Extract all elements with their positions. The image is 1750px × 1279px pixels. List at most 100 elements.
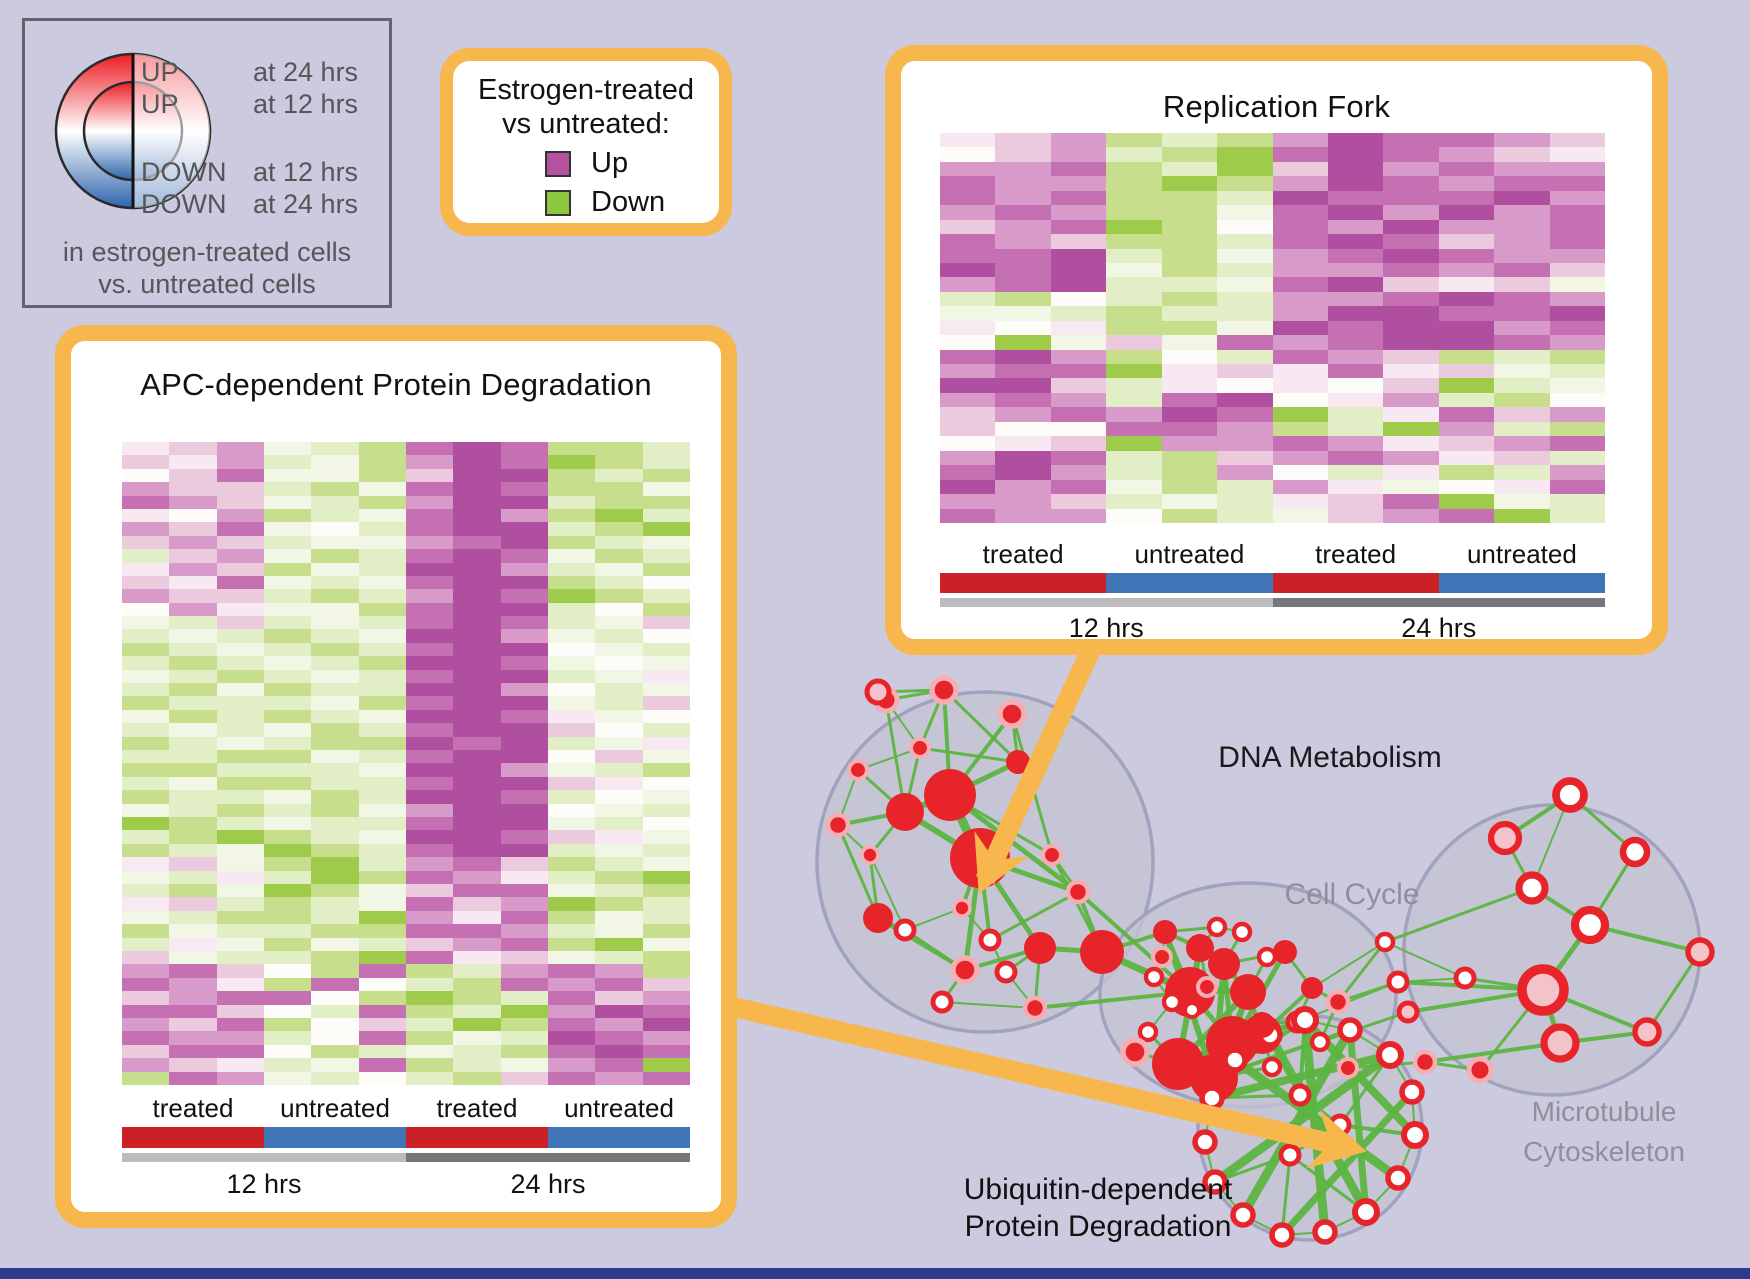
- network-edge: [1214, 1153, 1291, 1184]
- heatmap-cell: [216, 508, 264, 523]
- heatmap-cell: [358, 455, 406, 469]
- heatmap-cell: [122, 910, 170, 925]
- time-bar-segment: [940, 598, 1273, 607]
- heatmap-cell: [169, 736, 217, 750]
- heatmap-cell: [453, 455, 501, 469]
- heatmap-cell: [1327, 306, 1384, 321]
- heatmap-cell: [1494, 190, 1550, 206]
- heatmap-cell: [1272, 479, 1328, 495]
- heatmap-cell: [453, 857, 501, 871]
- heatmap-cell: [595, 709, 643, 724]
- heatmap-cell: [311, 535, 359, 550]
- heatmap-cell: [595, 696, 643, 710]
- heatmap-cell: [547, 870, 596, 884]
- heatmap-cell: [405, 843, 454, 858]
- heatmap-cell: [500, 763, 548, 777]
- gene-node-dwhite: [1385, 1165, 1411, 1191]
- heatmap-cell: [1217, 205, 1273, 220]
- heatmap-cell: [1217, 190, 1273, 206]
- heatmap-cell: [1050, 494, 1107, 509]
- heatmap-cell: [595, 950, 643, 965]
- heatmap-cell: [1217, 291, 1273, 307]
- heatmap-cell: [405, 589, 454, 603]
- heatmap-cell: [547, 790, 596, 804]
- heatmap-cell: [1549, 161, 1605, 177]
- heatmap-cell: [1217, 378, 1273, 393]
- heatmap-cell: [405, 508, 454, 523]
- heatmap-cell: [547, 776, 596, 791]
- heatmap-cell: [216, 535, 264, 550]
- heatmap-cell: [453, 883, 501, 898]
- heatmap-cell: [1383, 234, 1439, 249]
- heatmap-cell: [642, 495, 690, 509]
- network-edge: [919, 746, 1019, 764]
- heatmap-cell: [1494, 320, 1550, 336]
- heatmap-cell: [122, 964, 170, 978]
- heatmap-cell: [1272, 133, 1328, 148]
- heatmap-cell: [1327, 349, 1384, 365]
- heatmap-cell: [547, 442, 596, 456]
- heatmap-cell: [595, 1044, 643, 1059]
- heatmap-cell: [1494, 450, 1550, 466]
- heatmap-cell: [500, 910, 548, 925]
- heatmap-cell: [642, 549, 690, 563]
- heatmap-cell: [405, 535, 454, 550]
- heatmap-cell: [1272, 378, 1328, 393]
- heatmap-cell: [405, 937, 454, 951]
- heatmap-cell: [216, 562, 264, 576]
- heatmap-cell: [500, 589, 548, 603]
- gene-node-dwhite: [1386, 970, 1410, 994]
- heatmap-cell: [1383, 494, 1439, 509]
- heatmap-cell: [642, 776, 690, 791]
- heatmap-cell: [358, 468, 406, 483]
- heatmap-cell: [263, 1031, 312, 1045]
- heatmap-cell: [940, 147, 996, 162]
- heatmap-cell: [358, 1071, 406, 1085]
- estrogen-legend-title: Estrogen-treated vs untreated:: [453, 73, 719, 141]
- heatmap-cell: [1327, 133, 1384, 148]
- heatmap-cell: [1549, 133, 1605, 148]
- heatmap-cell: [1050, 234, 1107, 249]
- heatmap-cell: [1383, 349, 1439, 365]
- heatmap-cell: [169, 790, 217, 804]
- heatmap-cell: [453, 589, 501, 603]
- heatmap-cell: [122, 669, 170, 684]
- heatmap-cell: [169, 723, 217, 737]
- heatmap-cell: [216, 830, 264, 844]
- heatmap-cell: [995, 306, 1051, 321]
- heatmap-cell: [169, 482, 217, 496]
- heatmap-cell: [595, 468, 643, 483]
- rf-sample-colorbar: [940, 573, 1605, 593]
- heatmap-cell: [1549, 465, 1605, 480]
- heatmap-cell: [1327, 205, 1384, 220]
- heatmap-cell: [405, 1004, 454, 1018]
- sample-group-bar: [940, 573, 1107, 593]
- heatmap-cell: [595, 1031, 643, 1045]
- time-label: 24 hrs: [1401, 613, 1477, 643]
- heatmap-cell: [500, 883, 548, 898]
- heatmap-cell: [453, 870, 501, 884]
- heatmap-cell: [453, 669, 501, 684]
- heatmap-cell: [311, 575, 359, 590]
- gene-node-dwhite: [994, 960, 1018, 984]
- heatmap-cell: [547, 669, 596, 684]
- heatmap-cell: [642, 910, 690, 925]
- heatmap-cell: [500, 1058, 548, 1072]
- gene-node-ring: [929, 675, 959, 705]
- gene-node-dwhite: [1261, 1056, 1283, 1078]
- heatmap-cell: [1161, 349, 1218, 365]
- heatmap-cell: [122, 776, 170, 791]
- heatmap-cell: [263, 749, 312, 764]
- gene-node-ring: [1022, 995, 1048, 1021]
- gene-node-dwhite: [1374, 931, 1396, 953]
- heatmap-cell: [216, 1004, 264, 1018]
- heatmap-cell: [547, 495, 596, 509]
- heatmap-cell: [1272, 421, 1328, 437]
- heatmap-cell: [1161, 190, 1218, 206]
- heatmap-cell: [169, 562, 217, 576]
- heatmap-cell: [169, 522, 217, 536]
- heatmap-cell: [263, 964, 312, 978]
- heatmap-cell: [1327, 335, 1384, 350]
- heatmap-cell: [1549, 450, 1605, 466]
- heatmap-cell: [595, 897, 643, 911]
